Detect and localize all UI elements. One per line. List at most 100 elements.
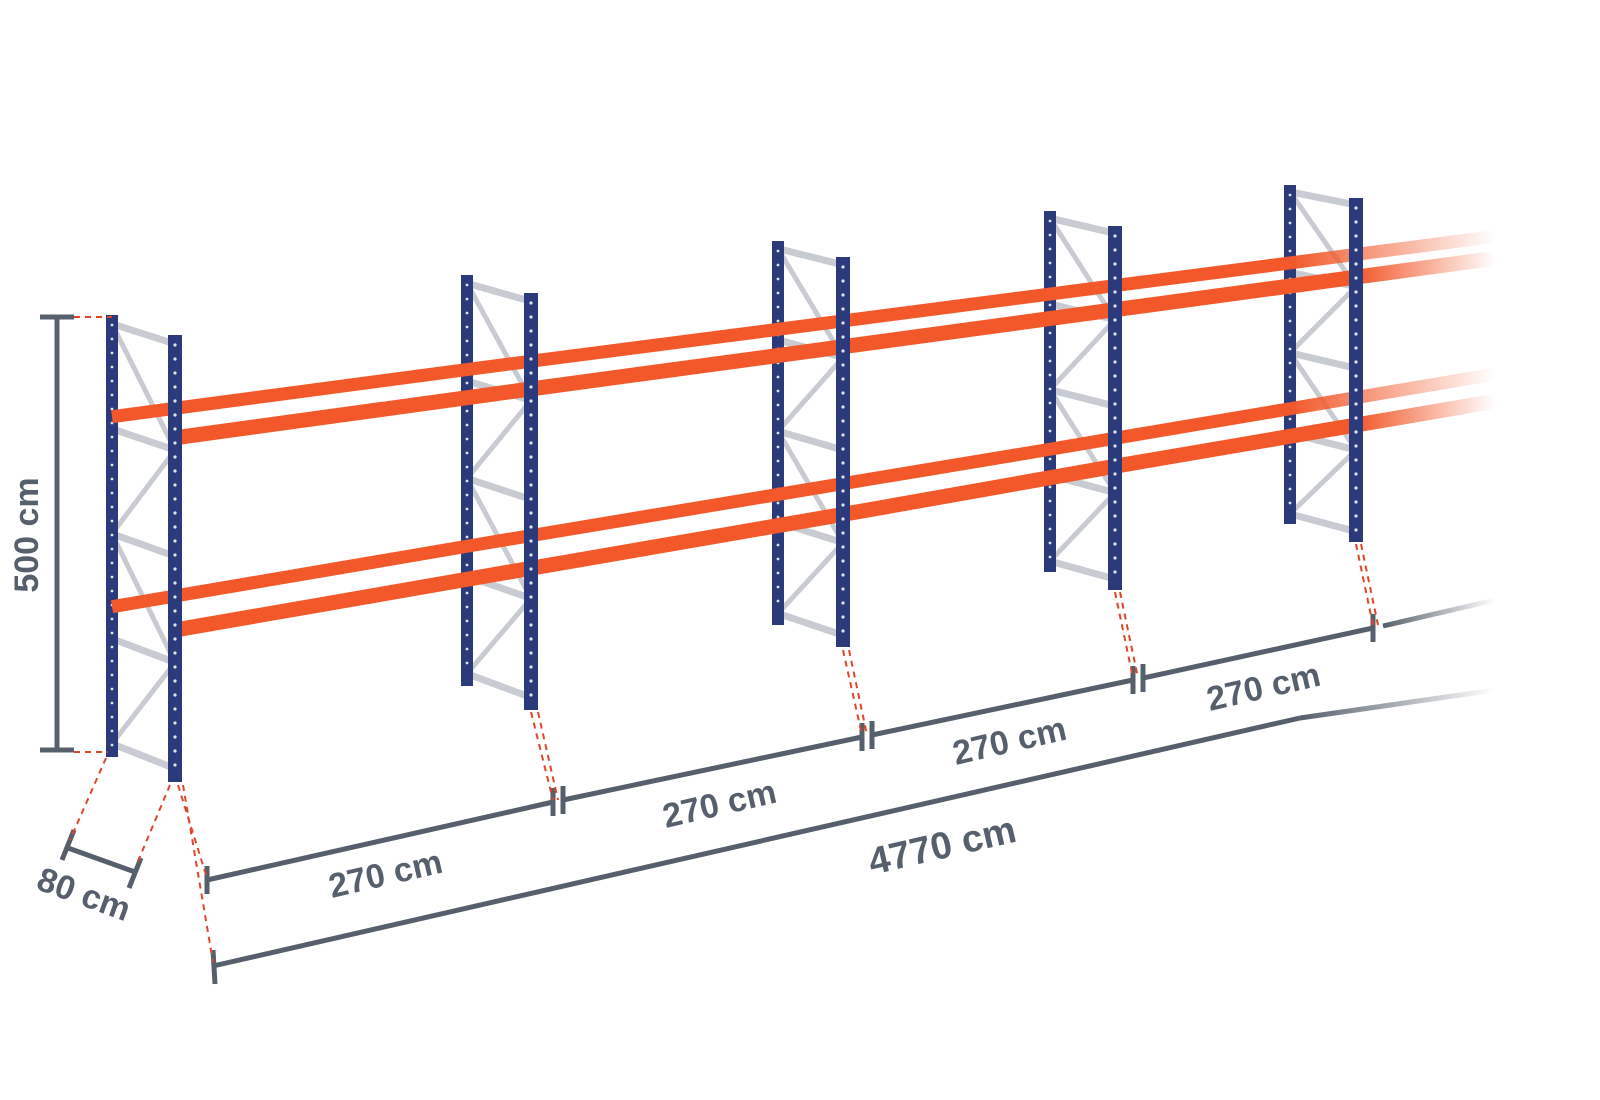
upright-perforation xyxy=(1048,261,1052,265)
upright-perforation xyxy=(110,379,114,383)
horizontal-brace xyxy=(1049,386,1116,410)
upright-perforation xyxy=(1354,318,1358,322)
bay-dimension-line xyxy=(206,799,554,883)
upright-perforation xyxy=(173,539,177,543)
upright-perforation xyxy=(110,673,114,677)
upright-perforation xyxy=(529,469,533,473)
upright-perforation xyxy=(465,535,469,539)
total-dimension-line xyxy=(212,715,1301,969)
upright-perforation xyxy=(110,701,114,705)
upright-perforation xyxy=(1288,193,1292,197)
upright-perforation xyxy=(529,455,533,459)
upright-perforation xyxy=(1113,570,1117,574)
upright-perforation xyxy=(110,533,114,537)
upright-perforation xyxy=(110,449,114,453)
dimension-tick xyxy=(126,857,144,889)
upright-perforation xyxy=(1048,345,1052,349)
upright-perforation xyxy=(1288,305,1292,309)
back-upright xyxy=(1044,211,1056,572)
upright-perforation xyxy=(841,405,845,409)
upright-perforation xyxy=(465,423,469,427)
upright-perforation xyxy=(1288,501,1292,505)
front-beam xyxy=(173,269,1358,446)
upright-perforation xyxy=(1113,332,1117,336)
upright-perforation xyxy=(173,567,177,571)
upright-perforation xyxy=(173,679,177,683)
total-length-label: 4770 cm xyxy=(864,809,1020,884)
upright-perforation xyxy=(1048,275,1052,279)
upright-perforation xyxy=(529,651,533,655)
upright-perforation xyxy=(1113,346,1117,350)
upright-perforation xyxy=(1354,304,1358,308)
upright-perforation xyxy=(1048,401,1052,405)
bay-dimension-continuation xyxy=(1382,597,1496,629)
beam-continuation xyxy=(1354,250,1497,285)
upright-perforation xyxy=(1288,417,1292,421)
upright-perforation xyxy=(841,349,845,353)
upright-perforation xyxy=(1354,332,1358,336)
upright-perforation xyxy=(776,263,780,267)
back-beam xyxy=(110,402,1292,614)
upright-perforation xyxy=(776,445,780,449)
upright-perforation xyxy=(1113,514,1117,518)
horizontal-brace xyxy=(1049,557,1116,583)
horizontal-brace xyxy=(1289,188,1357,209)
upright-perforation xyxy=(841,307,845,311)
upright-perforation xyxy=(1354,360,1358,364)
upright-perforation xyxy=(110,435,114,439)
upright-perforation xyxy=(1288,333,1292,337)
upright-perforation xyxy=(841,419,845,423)
upright-perforation xyxy=(841,573,845,577)
upright-perforation xyxy=(1113,528,1117,532)
front-upright xyxy=(168,335,182,782)
upright-perforation xyxy=(1288,389,1292,393)
diagonal-brace xyxy=(1288,448,1358,516)
upright-perforation xyxy=(529,441,533,445)
upright-perforation xyxy=(465,647,469,651)
guide-dash-line xyxy=(842,649,863,736)
horizontal-brace xyxy=(1049,214,1116,237)
upright-perforation xyxy=(841,461,845,465)
upright-perforation xyxy=(1354,388,1358,392)
upright-perforation xyxy=(529,343,533,347)
upright-perforation xyxy=(529,665,533,669)
upright-perforation xyxy=(1048,457,1052,461)
upright-perforation xyxy=(529,511,533,515)
diagonal-brace xyxy=(1048,490,1117,563)
upright-perforation xyxy=(465,409,469,413)
upright-perforation xyxy=(1113,486,1117,490)
upright-perforation xyxy=(110,687,114,691)
upright-perforation xyxy=(529,329,533,333)
upright-perforation xyxy=(465,619,469,623)
upright-perforation xyxy=(465,465,469,469)
height-label: 500 cm xyxy=(8,477,46,592)
upright-perforation xyxy=(1354,486,1358,490)
diagonal-brace xyxy=(110,660,177,746)
horizontal-brace xyxy=(1289,510,1357,536)
upright-perforation xyxy=(1113,248,1117,252)
upright-perforation xyxy=(1113,276,1117,280)
upright-perforation xyxy=(841,279,845,283)
beam-continuation xyxy=(1289,229,1496,270)
upright-perforation xyxy=(529,609,533,613)
upright-perforation xyxy=(173,469,177,473)
guide-dash-line xyxy=(135,784,171,867)
upright-perforation xyxy=(776,375,780,379)
upright-perforation xyxy=(173,357,177,361)
horizontal-brace xyxy=(465,670,533,701)
dimension-tick xyxy=(210,949,218,985)
upright-perforation xyxy=(841,503,845,507)
upright-perforation xyxy=(1288,445,1292,449)
upright-perforation xyxy=(529,427,533,431)
upright-perforation xyxy=(110,659,114,663)
upright-perforation xyxy=(110,631,114,635)
upright-perforation xyxy=(110,589,114,593)
upright-perforation xyxy=(776,571,780,575)
upright-perforation xyxy=(173,553,177,557)
upright-perforation xyxy=(110,323,114,327)
upright-perforation xyxy=(465,283,469,287)
upright-perforation xyxy=(1048,499,1052,503)
upright-perforation xyxy=(1288,347,1292,351)
upright-perforation xyxy=(776,459,780,463)
